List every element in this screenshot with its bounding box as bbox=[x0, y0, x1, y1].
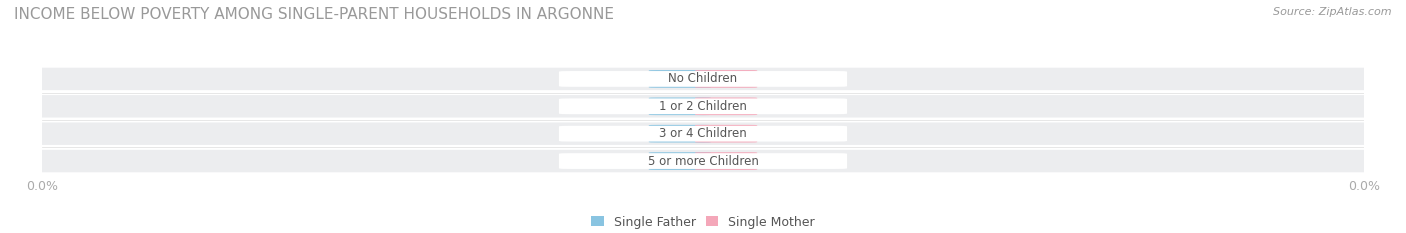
FancyBboxPatch shape bbox=[560, 126, 846, 142]
FancyBboxPatch shape bbox=[648, 152, 711, 170]
Text: 0.0%: 0.0% bbox=[665, 156, 695, 166]
FancyBboxPatch shape bbox=[560, 98, 846, 114]
Text: 0.0%: 0.0% bbox=[711, 101, 741, 111]
FancyBboxPatch shape bbox=[15, 95, 1391, 117]
FancyBboxPatch shape bbox=[15, 150, 1391, 172]
Text: 0.0%: 0.0% bbox=[711, 129, 741, 139]
FancyBboxPatch shape bbox=[15, 68, 1391, 90]
Text: 1 or 2 Children: 1 or 2 Children bbox=[659, 100, 747, 113]
Text: 0.0%: 0.0% bbox=[711, 156, 741, 166]
FancyBboxPatch shape bbox=[695, 125, 758, 143]
Text: Source: ZipAtlas.com: Source: ZipAtlas.com bbox=[1274, 7, 1392, 17]
FancyBboxPatch shape bbox=[695, 152, 758, 170]
FancyBboxPatch shape bbox=[560, 153, 846, 169]
FancyBboxPatch shape bbox=[15, 123, 1391, 145]
Text: 3 or 4 Children: 3 or 4 Children bbox=[659, 127, 747, 140]
FancyBboxPatch shape bbox=[648, 70, 711, 88]
FancyBboxPatch shape bbox=[648, 97, 711, 115]
Text: 0.0%: 0.0% bbox=[665, 74, 695, 84]
FancyBboxPatch shape bbox=[560, 71, 846, 87]
Text: 0.0%: 0.0% bbox=[665, 129, 695, 139]
FancyBboxPatch shape bbox=[648, 125, 711, 143]
Text: 0.0%: 0.0% bbox=[711, 74, 741, 84]
Text: No Children: No Children bbox=[668, 72, 738, 86]
Text: 0.0%: 0.0% bbox=[665, 101, 695, 111]
Text: INCOME BELOW POVERTY AMONG SINGLE-PARENT HOUSEHOLDS IN ARGONNE: INCOME BELOW POVERTY AMONG SINGLE-PARENT… bbox=[14, 7, 614, 22]
FancyBboxPatch shape bbox=[695, 70, 758, 88]
FancyBboxPatch shape bbox=[695, 97, 758, 115]
Text: 5 or more Children: 5 or more Children bbox=[648, 154, 758, 168]
Legend: Single Father, Single Mother: Single Father, Single Mother bbox=[591, 216, 815, 229]
